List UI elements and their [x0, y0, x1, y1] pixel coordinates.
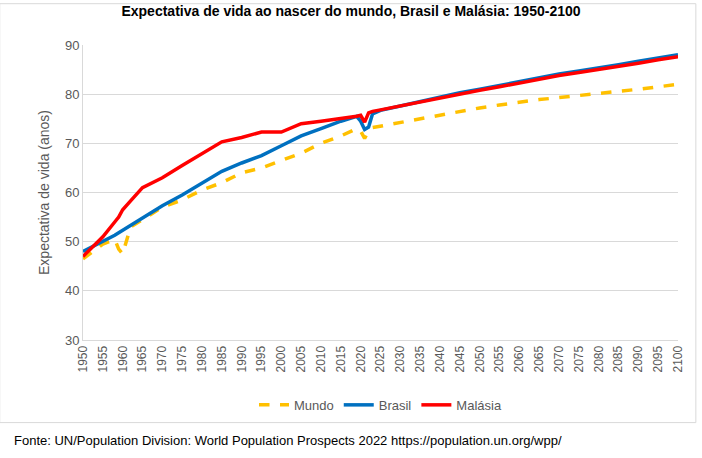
svg-text:2075: 2075	[572, 345, 586, 372]
svg-text:1960: 1960	[116, 345, 130, 372]
svg-text:Malásia: Malásia	[456, 398, 502, 413]
svg-text:Brasil: Brasil	[379, 398, 412, 413]
svg-text:1985: 1985	[215, 345, 229, 372]
svg-text:2100: 2100	[671, 345, 685, 372]
svg-text:2080: 2080	[592, 345, 606, 372]
svg-text:2065: 2065	[532, 345, 546, 372]
svg-text:1965: 1965	[135, 345, 149, 372]
svg-text:2085: 2085	[611, 345, 625, 372]
svg-text:2055: 2055	[492, 345, 506, 372]
svg-text:50: 50	[65, 234, 79, 249]
svg-text:1955: 1955	[96, 345, 110, 372]
svg-text:Expectativa de vida (anos): Expectativa de vida (anos)	[36, 110, 52, 275]
svg-text:Expectativa de vida ao nascer: Expectativa de vida ao nascer do mundo, …	[121, 3, 580, 19]
svg-text:60: 60	[65, 185, 79, 200]
svg-text:1975: 1975	[175, 345, 189, 372]
svg-text:80: 80	[65, 87, 79, 102]
svg-text:2005: 2005	[294, 345, 308, 372]
svg-text:2090: 2090	[631, 345, 645, 372]
svg-text:1995: 1995	[254, 345, 268, 372]
svg-text:1950: 1950	[76, 345, 90, 372]
svg-text:2015: 2015	[334, 345, 348, 372]
svg-text:2040: 2040	[433, 345, 447, 372]
svg-text:Fonte: UN/Population Division:: Fonte: UN/Population Division: World Pop…	[14, 433, 562, 448]
svg-text:2070: 2070	[552, 345, 566, 372]
svg-text:2035: 2035	[413, 345, 427, 372]
svg-text:Mundo: Mundo	[294, 398, 334, 413]
svg-text:2060: 2060	[512, 345, 526, 372]
svg-text:90: 90	[65, 38, 79, 53]
svg-text:2025: 2025	[373, 345, 387, 372]
svg-text:2030: 2030	[393, 345, 407, 372]
svg-text:1990: 1990	[235, 345, 249, 372]
svg-text:30: 30	[65, 333, 79, 348]
svg-text:2095: 2095	[651, 345, 665, 372]
svg-text:1980: 1980	[195, 345, 209, 372]
svg-text:40: 40	[65, 283, 79, 298]
svg-text:2020: 2020	[354, 345, 368, 372]
svg-text:2050: 2050	[473, 345, 487, 372]
svg-text:2000: 2000	[274, 345, 288, 372]
svg-text:70: 70	[65, 136, 79, 151]
svg-text:1970: 1970	[155, 345, 169, 372]
svg-text:2045: 2045	[453, 345, 467, 372]
svg-text:2010: 2010	[314, 345, 328, 372]
